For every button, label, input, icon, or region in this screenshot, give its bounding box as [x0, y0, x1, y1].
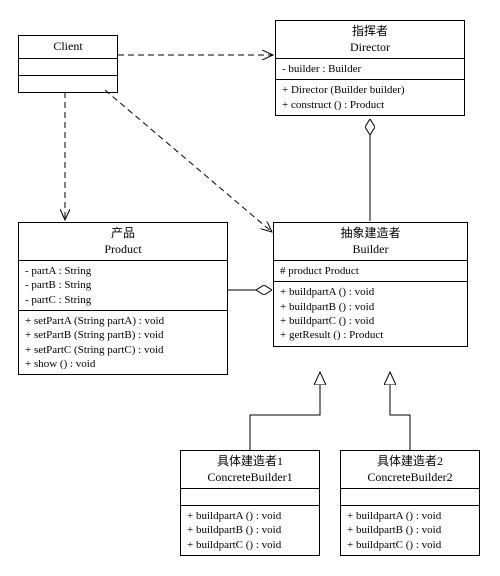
class-concrete1-attrs — [181, 489, 319, 506]
class-concrete1-title: 具体建造者1 ConcreteBuilder1 — [181, 451, 319, 489]
class-director: 指挥者 Director - builder : Builder + Direc… — [275, 20, 465, 116]
builder-en: Builder — [353, 242, 389, 256]
product-attr-1: - partB : String — [25, 278, 221, 292]
director-cn: 指挥者 — [352, 24, 388, 38]
concrete1-method-0: + buildpartA () : void — [187, 509, 313, 523]
class-concrete2-attrs — [341, 489, 479, 506]
product-method-0: + setPartA (String partA) : void — [25, 314, 221, 328]
builder-cn: 抽象建造者 — [340, 226, 400, 240]
class-client-methods — [19, 76, 117, 92]
product-en: Product — [104, 242, 141, 256]
product-cn: 产品 — [111, 226, 135, 240]
builder-attr-0: # product Product — [280, 264, 461, 278]
product-method-2: + setPartC (String partC) : void — [25, 343, 221, 357]
director-method-0: + Director (Builder builder) — [282, 83, 458, 97]
builder-method-0: + buildpartA () : void — [280, 285, 461, 299]
edge-concrete1-builder — [250, 372, 320, 450]
class-product-methods: + setPartA (String partA) : void + setPa… — [19, 311, 227, 374]
concrete2-cn: 具体建造者2 — [377, 454, 443, 468]
concrete1-cn: 具体建造者1 — [217, 454, 283, 468]
class-director-title: 指挥者 Director — [276, 21, 464, 59]
product-method-1: + setPartB (String partB) : void — [25, 328, 221, 342]
client-en: Client — [53, 39, 82, 53]
class-builder: 抽象建造者 Builder # product Product + buildp… — [273, 222, 468, 347]
class-concrete2-title: 具体建造者2 ConcreteBuilder2 — [341, 451, 479, 489]
class-client-title: Client — [19, 36, 117, 59]
edge-concrete2-builder — [390, 372, 410, 450]
concrete1-method-2: + buildpartC () : void — [187, 538, 313, 552]
class-client-attrs — [19, 59, 117, 76]
concrete2-method-0: + buildpartA () : void — [347, 509, 473, 523]
concrete1-en: ConcreteBuilder1 — [207, 470, 292, 484]
class-concrete2-methods: + buildpartA () : void + buildpartB () :… — [341, 506, 479, 555]
concrete2-method-1: + buildpartB () : void — [347, 523, 473, 537]
class-builder-attrs: # product Product — [274, 261, 467, 282]
director-method-1: + construct () : Product — [282, 98, 458, 112]
class-product-attrs: - partA : String - partB : String - part… — [19, 261, 227, 311]
concrete2-method-2: + buildpartC () : void — [347, 538, 473, 552]
director-attr-0: - builder : Builder — [282, 62, 458, 76]
class-concrete1-methods: + buildpartA () : void + buildpartB () :… — [181, 506, 319, 555]
class-client: Client — [18, 35, 118, 93]
class-builder-methods: + buildpartA () : void + buildpartB () :… — [274, 282, 467, 345]
class-director-methods: + Director (Builder builder) + construct… — [276, 80, 464, 115]
class-builder-title: 抽象建造者 Builder — [274, 223, 467, 261]
builder-method-2: + buildpartC () : void — [280, 314, 461, 328]
class-concrete2: 具体建造者2 ConcreteBuilder2 + buildpartA () … — [340, 450, 480, 556]
concrete2-en: ConcreteBuilder2 — [367, 470, 452, 484]
class-concrete1: 具体建造者1 ConcreteBuilder1 + buildpartA () … — [180, 450, 320, 556]
product-attr-2: - partC : String — [25, 293, 221, 307]
director-en: Director — [350, 40, 390, 54]
edge-client-builder — [105, 90, 272, 232]
concrete1-method-1: + buildpartB () : void — [187, 523, 313, 537]
class-product-title: 产品 Product — [19, 223, 227, 261]
product-method-3: + show () : void — [25, 357, 221, 371]
class-director-attrs: - builder : Builder — [276, 59, 464, 80]
product-attr-0: - partA : String — [25, 264, 221, 278]
class-product: 产品 Product - partA : String - partB : St… — [18, 222, 228, 375]
builder-method-1: + buildpartB () : void — [280, 300, 461, 314]
builder-method-3: + getResult () : Product — [280, 328, 461, 342]
